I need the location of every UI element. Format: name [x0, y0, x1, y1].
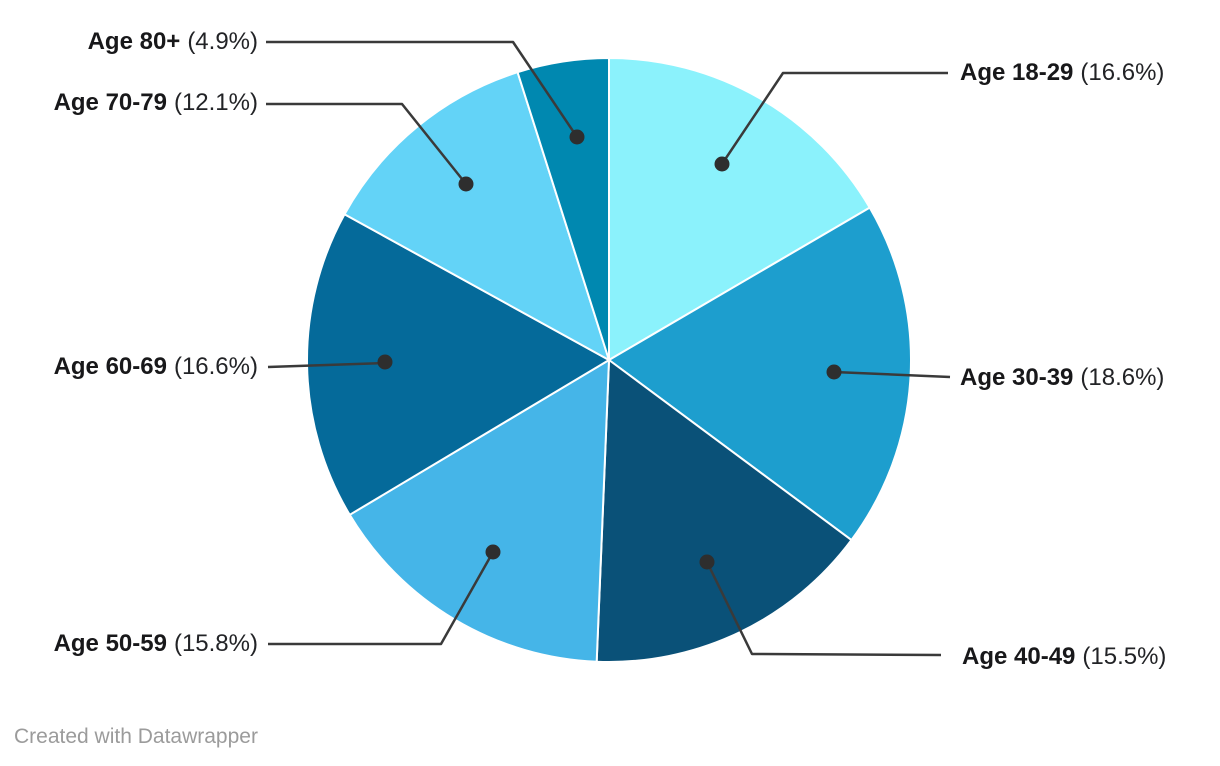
- leader-line-age-18-29: [720, 71, 948, 165]
- leader-dot-age-60-69: [377, 354, 393, 370]
- datawrapper-credit-link[interactable]: Created with Datawrapper: [14, 725, 258, 748]
- leader-dot-age-30-39: [826, 364, 842, 380]
- slice-label-percent: (15.5%): [1082, 642, 1167, 670]
- label-age-50-59: Age 50-59 (15.8%): [53, 629, 258, 657]
- pie-slices: [306, 57, 912, 663]
- leader-dot-age-18-29: [714, 156, 730, 172]
- label-age-60-69: Age 60-69 (16.6%): [53, 352, 258, 380]
- slice-label-percent: (16.6%): [173, 352, 258, 380]
- slice-label-name: Age 70-79: [53, 88, 167, 116]
- label-age-40-49: Age 40-49 (15.5%): [962, 642, 1167, 670]
- slice-label-percent: (15.8%): [173, 629, 258, 657]
- leader-dot-age-50-59: [485, 544, 501, 560]
- label-age-18-29: Age 18-29 (16.6%): [960, 58, 1165, 86]
- leader-dot-age-40-49: [699, 554, 715, 570]
- slice-label-percent: (12.1%): [173, 88, 258, 116]
- slice-label-percent: (4.9%): [187, 27, 258, 55]
- pie-slice-age-40-49[interactable]: [595, 359, 853, 663]
- label-age-70-79: Age 70-79 (12.1%): [53, 88, 258, 116]
- slice-label-name: Age 40-49: [962, 642, 1076, 670]
- leader-line-age-50-59: [268, 551, 495, 646]
- leader-line-age-70-79: [266, 102, 467, 185]
- pie-slice-age-70-79[interactable]: [343, 71, 610, 361]
- pie-slice-age-80[interactable]: [516, 57, 610, 361]
- leader-line-age-40-49: [705, 561, 942, 657]
- label-age-80-plus: Age 80+ (4.9%): [87, 27, 258, 55]
- leader-line-age-80-plus: [266, 40, 579, 138]
- label-age-30-39: Age 30-39 (18.6%): [960, 363, 1165, 391]
- slice-label-percent: (16.6%): [1080, 58, 1165, 86]
- leader-line-age-60-69: [267, 361, 386, 369]
- leader-lines: [266, 40, 951, 657]
- slice-label-name: Age 50-59: [53, 629, 167, 657]
- slice-label-percent: (18.6%): [1080, 363, 1165, 391]
- slice-label-name: Age 18-29: [960, 58, 1074, 86]
- leader-dot-age-80-plus: [569, 129, 585, 145]
- leader-line-age-30-39: [833, 370, 951, 379]
- leader-dots: [377, 129, 842, 570]
- slice-label-name: Age 60-69: [53, 352, 167, 380]
- leader-dot-age-70-79: [458, 176, 474, 192]
- slice-label-name: Age 30-39: [960, 363, 1074, 391]
- pie-slice-age-30-39[interactable]: [608, 206, 912, 542]
- slice-label-name: Age 80+: [87, 27, 181, 55]
- pie-slice-age-18-29[interactable]: [608, 57, 871, 361]
